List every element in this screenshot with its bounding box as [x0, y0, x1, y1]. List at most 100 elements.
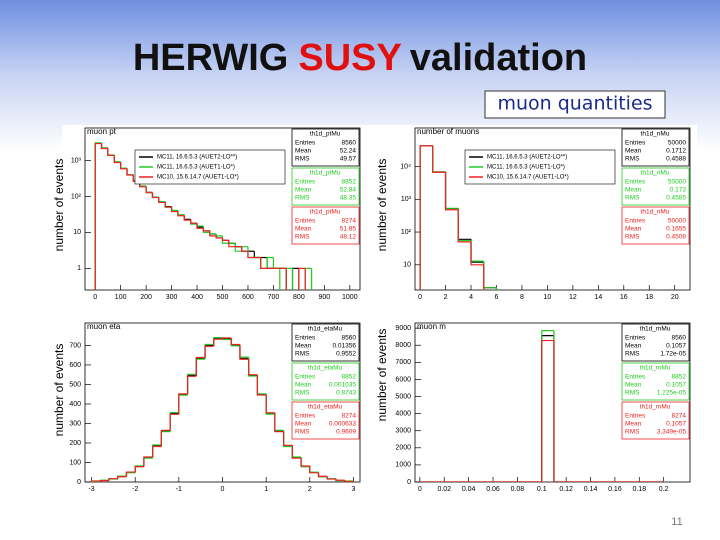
stats-label: Mean	[295, 148, 312, 155]
x-tick-label: 900	[319, 294, 331, 301]
stats-box	[291, 323, 360, 362]
legend-box	[464, 149, 616, 185]
histogram-bin	[279, 268, 281, 290]
histogram-bin	[274, 412, 284, 433]
histogram-bin	[553, 340, 567, 482]
histograms	[419, 145, 498, 290]
legend-label: MC10, 15.6.14.7 (AUET1-LO*)	[157, 175, 239, 181]
stats-value: 8560	[342, 140, 357, 147]
stats-value: 8274	[342, 218, 357, 225]
histogram-bin	[444, 172, 459, 211]
x-tick-label: 0.12	[559, 486, 573, 493]
x-tick-label: 0	[221, 486, 225, 493]
y-tick-label: 9000	[395, 325, 411, 332]
stats-box	[621, 401, 690, 440]
histogram-bin	[117, 476, 127, 479]
title-part: validation	[410, 37, 587, 79]
x-tick-label: 16	[620, 294, 628, 301]
stats-value: 52.84	[340, 187, 357, 194]
x-tick-label: 0	[418, 486, 422, 493]
histogram-bin	[541, 339, 554, 482]
stats-label: Entries	[625, 374, 646, 381]
y-tick-label: 10²	[71, 193, 82, 200]
stats-label: Entries	[625, 218, 646, 225]
stats-label: Mean	[625, 148, 642, 155]
x-tick-label: 3	[351, 486, 355, 493]
stats-label: Mean	[295, 187, 312, 194]
stats-value: 51.85	[340, 226, 357, 233]
stats-value: 1.72e-05	[660, 351, 686, 358]
stats-box	[621, 323, 690, 362]
stats-value: 0.4508	[666, 234, 686, 241]
stats-label: Entries	[295, 218, 316, 225]
x-tick-label: 0.08	[511, 486, 525, 493]
plot-title: muon pt	[87, 127, 117, 136]
stats-name: th1d_nMu	[641, 131, 670, 138]
histogram-bin	[260, 257, 268, 269]
histogram-bin	[247, 251, 255, 259]
legend-label: MC10, 15.6.14.7 (AUET1-LO*)	[487, 175, 569, 181]
histogram-bin	[234, 243, 242, 252]
stats-box	[621, 206, 690, 245]
histogram-bin	[94, 142, 102, 290]
histogram-bin	[495, 287, 498, 290]
stats-value: 0.1057	[666, 421, 686, 428]
stats-label: RMS	[625, 351, 640, 358]
stats-label: Entries	[295, 374, 316, 381]
x-tick-label: 400	[191, 294, 203, 301]
histogram-bin	[221, 337, 232, 340]
y-axis-label: number of events	[375, 329, 389, 422]
histograms	[419, 330, 664, 482]
stats-box	[621, 362, 690, 401]
histograms	[94, 142, 313, 290]
histogram-bin	[483, 264, 485, 290]
x-tick-label: 0.14	[584, 486, 598, 493]
histogram-bin	[120, 162, 128, 170]
histogram-bin	[195, 356, 206, 377]
stats-name: th1d_ptMu	[310, 131, 341, 138]
stats-value: 0.1057	[666, 382, 686, 389]
histogram-bin	[177, 211, 185, 217]
x-tick-label: 800	[293, 294, 305, 301]
stats-value: 48.35	[340, 195, 357, 202]
y-tick-label: 400	[69, 401, 81, 408]
stats-value: 0.173	[670, 187, 687, 194]
legend-label: MC11, 16.6.5.3 (AUET1-LO*)	[487, 165, 565, 171]
stats-label: RMS	[295, 390, 310, 397]
histogram-bin	[113, 155, 121, 164]
x-tick-label: 0	[418, 294, 422, 301]
histogram-bin	[202, 226, 210, 233]
histogram-bin	[145, 186, 153, 194]
y-tick-label: 7000	[395, 359, 411, 366]
page-number: 11	[671, 516, 682, 528]
stats-value: 0.4585	[666, 195, 686, 202]
y-tick-label: 10³	[71, 157, 82, 164]
stats-name: th1d_mMu	[640, 404, 671, 411]
y-tick-label: 10⁴	[400, 163, 411, 170]
x-tick-label: 0.04	[462, 486, 476, 493]
x-tick-label: 18	[645, 294, 653, 301]
y-tick-label: 100	[69, 459, 81, 466]
stats-label: RMS	[295, 234, 310, 241]
stats-value: 0.1655	[666, 226, 686, 233]
stats-name: th1d_etaMu	[308, 404, 343, 411]
legend-label: MC11, 16.6.5.3 (AUET2-LO**)	[157, 155, 237, 161]
histogram-bin	[419, 145, 433, 290]
y-tick-label: 10²	[401, 229, 412, 236]
stats-label: RMS	[295, 429, 310, 436]
histogram-bin	[215, 235, 223, 239]
stats-box	[291, 206, 360, 245]
histogram-bin	[196, 223, 204, 229]
x-tick-label: 8	[520, 294, 524, 301]
histogram-bin	[125, 471, 136, 477]
stats-box	[291, 128, 360, 167]
stats-label: Entries	[625, 179, 646, 186]
stats-label: Entries	[295, 413, 316, 420]
y-tick-label: 1000	[395, 462, 411, 469]
stats-value: 0.1057	[666, 343, 686, 350]
histogram-bin	[190, 220, 198, 224]
x-tick-label: 2	[308, 486, 312, 493]
stats-label: Entries	[625, 413, 646, 420]
x-tick-label: 20	[671, 294, 679, 301]
stats-label: Mean	[625, 382, 642, 389]
